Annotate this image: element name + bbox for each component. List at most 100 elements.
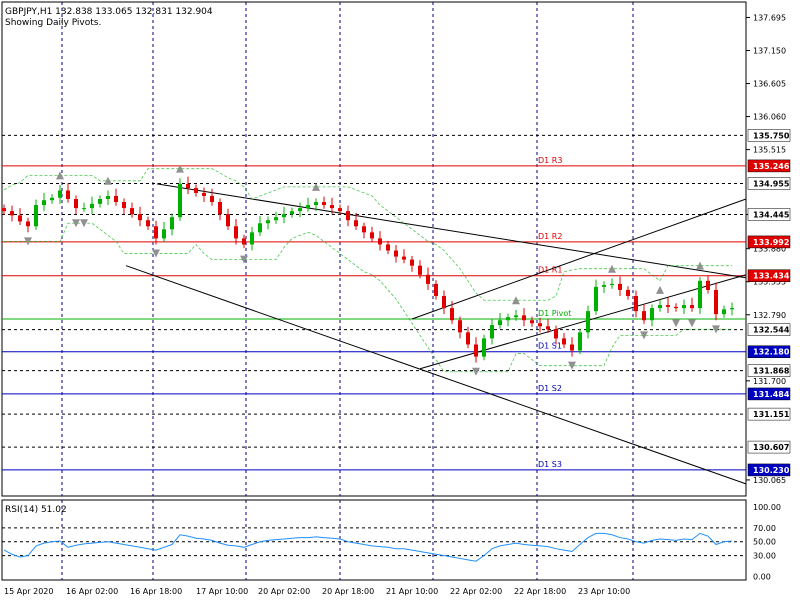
candle-body [594,286,598,312]
candle-body [170,217,174,230]
candle-body [506,317,510,321]
candle-body [154,226,158,239]
candle-body [34,205,38,227]
fractal-down-arrow [712,325,720,334]
candle-body [338,208,342,212]
time-tick-label: 20 Apr 18:00 [322,587,374,596]
time-tick-label: 22 Apr 02:00 [450,587,502,596]
candle-body [18,215,22,222]
pivot-label: D1 S1 [538,342,562,351]
fractal-up-arrow [608,264,616,273]
rsi-tick-label: 0.00 [753,573,771,582]
fractal-up-arrow [56,171,64,180]
candle-body [698,280,702,309]
candle-body [354,220,358,227]
pivot-label: D1 R3 [538,156,562,165]
trendlines-layer [125,183,747,485]
trendline-upper-resistance [156,183,747,279]
candles-layer [2,176,734,363]
rsi-line [3,532,733,562]
candle-body [650,308,654,321]
candle-body [730,308,734,310]
candle-body [226,214,230,227]
candle-body [178,183,182,218]
time-tick-label: 16 Apr 02:00 [66,587,118,596]
price-badge-label: 133.434 [753,272,790,281]
price-badge [747,323,791,336]
fractal-down-arrow [640,331,648,340]
candle-body [306,205,310,209]
price-badge [747,159,791,173]
candle-body [114,195,118,203]
price-tick-label: 136.060 [753,113,786,122]
trendline-channel-bottom [419,274,747,370]
price-badge [747,177,791,190]
candle-body [138,214,142,221]
price-badge [747,208,791,221]
time-axis: 15 Apr 2020 16 Apr 02:00 16 Apr 18:00 17 Ap… [4,587,630,596]
candle-body [186,183,190,189]
candle-body [578,332,582,351]
fractal-down-arrow [80,219,88,228]
fractal-down-arrow [72,219,80,228]
candle-body [122,202,126,209]
fractal-down-arrow [568,361,576,370]
candle-body [538,323,542,327]
time-tick-label: 17 Apr 10:00 [196,587,248,596]
rsi-title: RSI(14) 51.02 [5,505,67,515]
price-badge-label: 130.607 [753,443,789,452]
fractal-up-arrow [696,261,704,270]
candle-body [490,325,494,339]
candle-body [266,220,270,224]
price-badge [747,345,791,358]
candle-body [682,305,686,309]
candle-body [194,188,198,193]
envelope-bands-layer [3,168,732,373]
price-badge [747,129,791,142]
candle-body [514,315,518,318]
candle-body [458,320,462,333]
candle-body [146,220,150,227]
candle-body [466,332,470,345]
fractal-up-arrow [656,285,664,294]
fractal-down-arrow [240,255,248,264]
rsi-tick-label: 70.00 [753,524,776,533]
indicator-subtitle: Showing Daily Pivots. [5,18,101,28]
candle-body [570,344,574,351]
rsi-panel: RSI(14) 51.02 100.00 70.00 50.00 30.00 0.00 [2,503,781,582]
candle-body [626,289,630,296]
candle-body [690,305,694,309]
candle-body [586,311,590,333]
time-tick-label: 22 Apr 18:00 [514,587,566,596]
candle-body [74,198,78,209]
candle-body [274,217,278,221]
candle-body [234,226,238,239]
candle-body [618,283,622,290]
candle-body [498,320,502,326]
candle-body [418,265,422,275]
price-badge-label: 132.544 [753,326,790,335]
candle-body [58,190,62,198]
fractal-up-arrow [104,176,112,185]
candle-body [450,308,454,321]
fractals-layer [24,164,720,376]
fractal-down-arrow [24,237,32,246]
rsi-frame [1,499,747,581]
time-tick-label: 21 Apr 10:00 [386,587,438,596]
price-badge-label: 134.445 [753,210,790,219]
grid-layer [1,1,747,581]
candle-body [362,226,366,233]
candle-body [546,326,550,330]
candle-body [82,208,86,210]
candle-body [410,259,414,266]
fractal-down-arrow [472,367,480,376]
price-badge [747,387,791,401]
candle-body [106,195,110,199]
price-tick-label: 132.790 [753,311,786,320]
trendline-channel-top [411,198,747,320]
price-axis: 137.695 137.150 136.605 136.060 135.515 134.4… [746,13,791,485]
price-tick-label: 136.605 [753,80,786,89]
candle-body [634,295,638,312]
